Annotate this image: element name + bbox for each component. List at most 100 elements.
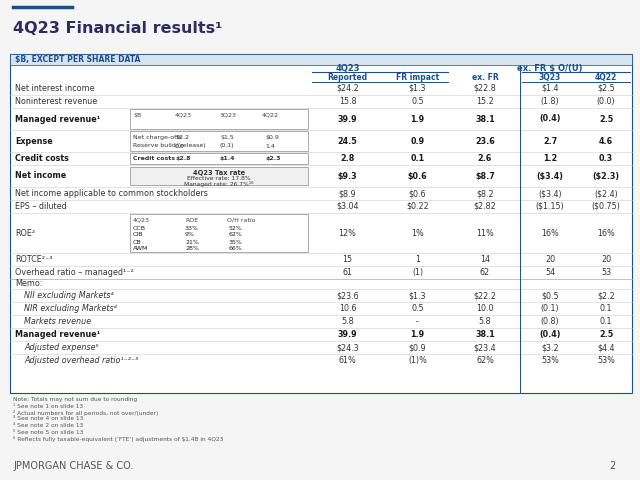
- Text: $0.6: $0.6: [408, 171, 428, 180]
- Text: 0.5: 0.5: [411, 97, 424, 106]
- Text: $0.6: $0.6: [409, 189, 426, 198]
- Text: ex. FR: ex. FR: [472, 73, 499, 82]
- Text: 5.8: 5.8: [479, 317, 492, 326]
- Text: 20: 20: [601, 255, 611, 264]
- Text: $22.8: $22.8: [474, 84, 497, 93]
- Text: 2.5: 2.5: [599, 330, 613, 339]
- Text: 9%: 9%: [185, 232, 195, 238]
- Text: 38.1: 38.1: [475, 115, 495, 123]
- Text: ($0.75): ($0.75): [591, 202, 620, 211]
- Text: ($3.4): ($3.4): [538, 189, 562, 198]
- Text: Credit costs: Credit costs: [15, 154, 69, 163]
- Text: EPS – diluted: EPS – diluted: [15, 202, 67, 211]
- Text: 2.6: 2.6: [478, 154, 492, 163]
- Text: CCB: CCB: [133, 226, 146, 230]
- Text: 21%: 21%: [185, 240, 199, 244]
- Text: 15.8: 15.8: [339, 97, 356, 106]
- Text: 35%: 35%: [229, 240, 243, 244]
- Text: $3.2: $3.2: [541, 343, 559, 352]
- Text: 4.6: 4.6: [599, 136, 613, 145]
- Text: $0.5: $0.5: [541, 291, 559, 300]
- Text: $1.3: $1.3: [409, 84, 426, 93]
- Text: $0.22: $0.22: [406, 202, 429, 211]
- Text: 3Q23: 3Q23: [220, 112, 237, 118]
- Text: Net income applicable to common stockholders: Net income applicable to common stockhol…: [15, 189, 208, 198]
- Text: ⁵ See note 5 on slide 13: ⁵ See note 5 on slide 13: [13, 430, 83, 434]
- Text: $22.2: $22.2: [474, 291, 497, 300]
- Text: Adjusted overhead ratio¹⁻²⁻⁵: Adjusted overhead ratio¹⁻²⁻⁵: [24, 356, 139, 365]
- Text: 62: 62: [480, 268, 490, 277]
- Text: 10.0: 10.0: [476, 304, 493, 313]
- Text: 12%: 12%: [339, 228, 356, 238]
- Text: 15: 15: [342, 255, 353, 264]
- Text: ($1.15): ($1.15): [536, 202, 564, 211]
- Text: 15.2: 15.2: [476, 97, 494, 106]
- Text: 38.1: 38.1: [475, 330, 495, 339]
- Text: CIB: CIB: [133, 232, 143, 238]
- Text: $8.9: $8.9: [339, 189, 356, 198]
- Bar: [130, 131, 308, 151]
- Text: Memo:: Memo:: [15, 279, 42, 288]
- Text: ROE²: ROE²: [15, 228, 35, 238]
- Text: 66%: 66%: [229, 247, 243, 252]
- Text: $23.4: $23.4: [474, 343, 496, 352]
- Text: 2.5: 2.5: [599, 115, 613, 123]
- Text: (1): (1): [412, 268, 423, 277]
- Text: Reserve build/(release): Reserve build/(release): [133, 144, 205, 148]
- Text: $1.3: $1.3: [409, 291, 426, 300]
- Text: 14: 14: [480, 255, 490, 264]
- Text: $9.3: $9.3: [338, 171, 357, 180]
- Text: 61: 61: [342, 268, 353, 277]
- Text: $B, EXCEPT PER SHARE DATA: $B, EXCEPT PER SHARE DATA: [15, 55, 140, 64]
- Bar: [130, 109, 308, 129]
- Text: $2.3: $2.3: [265, 156, 280, 161]
- Text: 2.8: 2.8: [340, 154, 355, 163]
- Text: 4Q23: 4Q23: [175, 112, 192, 118]
- Text: 0.6: 0.6: [175, 144, 185, 148]
- Text: JPMORGAN CHASE & CO.: JPMORGAN CHASE & CO.: [13, 461, 133, 471]
- Text: Managed revenue¹: Managed revenue¹: [15, 330, 100, 339]
- Text: $24.3: $24.3: [336, 343, 359, 352]
- Text: 61%: 61%: [339, 356, 356, 365]
- Text: $2.2: $2.2: [597, 291, 615, 300]
- Text: ⁶ Reflects fully taxable-equivalent (‘FTE’) adjustments of $1.4B in 4Q23: ⁶ Reflects fully taxable-equivalent (‘FT…: [13, 436, 223, 442]
- Text: Net charge-offs: Net charge-offs: [133, 135, 182, 141]
- Text: $1.4: $1.4: [220, 156, 236, 161]
- Text: Reported: Reported: [328, 73, 367, 82]
- Text: ($2.3): ($2.3): [593, 171, 620, 180]
- Text: (0.4): (0.4): [540, 115, 561, 123]
- Text: 2.7: 2.7: [543, 136, 557, 145]
- Text: 1.9: 1.9: [410, 330, 424, 339]
- Text: 4Q23 Financial results¹: 4Q23 Financial results¹: [13, 21, 222, 36]
- Bar: [130, 153, 308, 164]
- Text: 4Q22: 4Q22: [262, 112, 279, 118]
- Text: 1%: 1%: [411, 228, 424, 238]
- Text: $4.4: $4.4: [597, 343, 615, 352]
- Text: 53%: 53%: [541, 356, 559, 365]
- Text: 10.6: 10.6: [339, 304, 356, 313]
- Text: 39.9: 39.9: [338, 330, 357, 339]
- Text: 23.6: 23.6: [475, 136, 495, 145]
- Text: O/H ratio: O/H ratio: [227, 217, 255, 223]
- Text: 2: 2: [610, 461, 616, 471]
- Text: $8.2: $8.2: [476, 189, 494, 198]
- Text: Expense: Expense: [15, 136, 52, 145]
- Text: $2.82: $2.82: [474, 202, 497, 211]
- Text: Markets revenue: Markets revenue: [24, 317, 91, 326]
- Text: 62%: 62%: [476, 356, 494, 365]
- Text: $2.2: $2.2: [175, 135, 189, 141]
- Text: (0.1): (0.1): [220, 144, 234, 148]
- Text: Adjusted expense⁵: Adjusted expense⁵: [24, 343, 99, 352]
- Text: 0.9: 0.9: [410, 136, 424, 145]
- Text: ³ See note 4 on slide 13: ³ See note 4 on slide 13: [13, 417, 83, 421]
- Text: 24.5: 24.5: [338, 136, 357, 145]
- Bar: [10, 54, 632, 65]
- Text: ROTCE²⁻³: ROTCE²⁻³: [15, 255, 52, 264]
- Text: 4Q23: 4Q23: [133, 217, 150, 223]
- Text: 1.2: 1.2: [543, 154, 557, 163]
- Text: ⁴ See note 2 on slide 13: ⁴ See note 2 on slide 13: [13, 423, 83, 428]
- Text: 5.8: 5.8: [341, 317, 354, 326]
- Text: $2.5: $2.5: [597, 84, 615, 93]
- Text: FR impact: FR impact: [396, 73, 439, 82]
- Text: $B: $B: [133, 112, 141, 118]
